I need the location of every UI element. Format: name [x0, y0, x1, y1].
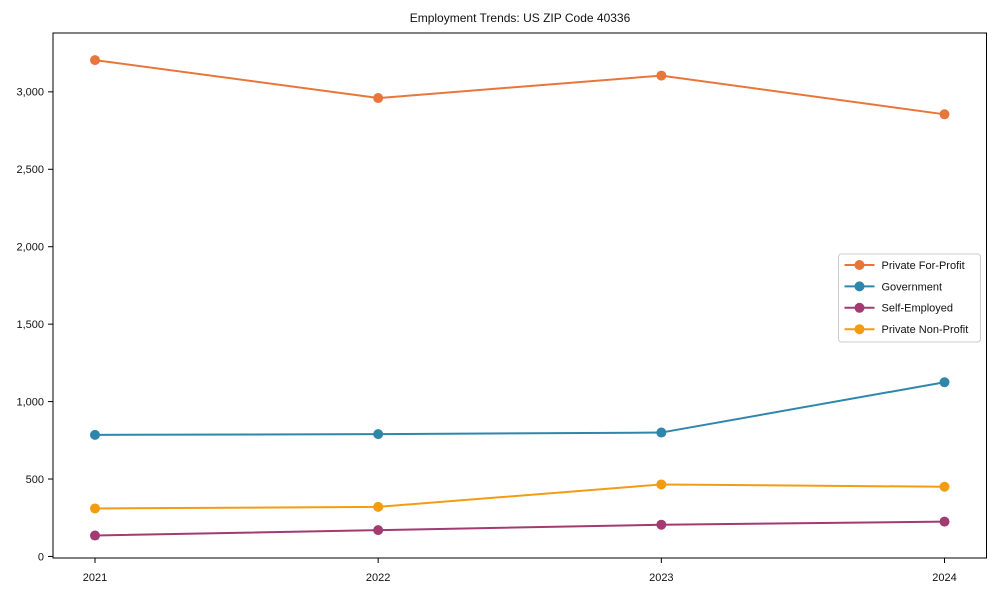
series-marker-private-for-profit [656, 70, 667, 81]
series-marker-government [373, 429, 384, 440]
x-axis-tick-label: 2022 [366, 572, 390, 584]
y-axis-tick-label: 0 [38, 551, 44, 563]
x-axis-tick-label: 2023 [649, 572, 673, 584]
legend-sample-marker [854, 281, 865, 292]
legend-label: Private For-Profit [882, 260, 965, 272]
series-marker-government [939, 377, 950, 388]
y-axis-tick-label: 3,000 [16, 87, 44, 99]
legend-label: Government [882, 281, 943, 293]
series-marker-private-for-profit [939, 109, 950, 120]
series-marker-private-non-profit [373, 501, 384, 512]
plot-border [52, 32, 987, 559]
legend-box [838, 253, 981, 343]
legend-sample-marker [854, 324, 865, 335]
y-axis-tick-label: 1,500 [16, 319, 44, 331]
y-axis-tick-label: 1,000 [16, 396, 44, 408]
series-marker-private-for-profit [90, 55, 100, 66]
y-axis-tick-label: 2,000 [16, 242, 44, 254]
legend-label: Private Non-Profit [882, 324, 969, 336]
x-axis-tick-label: 2021 [83, 572, 107, 584]
y-axis-tick-label: 2,500 [16, 164, 44, 176]
series-marker-self-employed [90, 530, 100, 541]
series-marker-self-employed [373, 525, 384, 536]
x-axis-tick-label: 2024 [932, 572, 956, 584]
series-marker-private-non-profit [90, 503, 100, 514]
chart-title: Employment Trends: US ZIP Code 40336 [409, 11, 631, 25]
legend-sample-marker [854, 302, 865, 313]
series-marker-private-non-profit [939, 481, 950, 492]
series-line-government [94, 381, 945, 436]
series-marker-government [656, 427, 667, 438]
series-marker-self-employed [656, 519, 667, 530]
series-marker-government [90, 429, 100, 440]
series-line-self-employed [94, 520, 945, 537]
series-marker-private-non-profit [656, 479, 667, 490]
series-marker-private-for-profit [373, 93, 384, 104]
series-marker-self-employed [939, 516, 950, 527]
series-line-private-non-profit [94, 483, 945, 510]
y-axis-tick-label: 500 [26, 474, 44, 486]
legend-sample-marker [854, 260, 865, 270]
legend-label: Self-Employed [882, 303, 954, 315]
series-line-private-for-profit [94, 59, 945, 116]
